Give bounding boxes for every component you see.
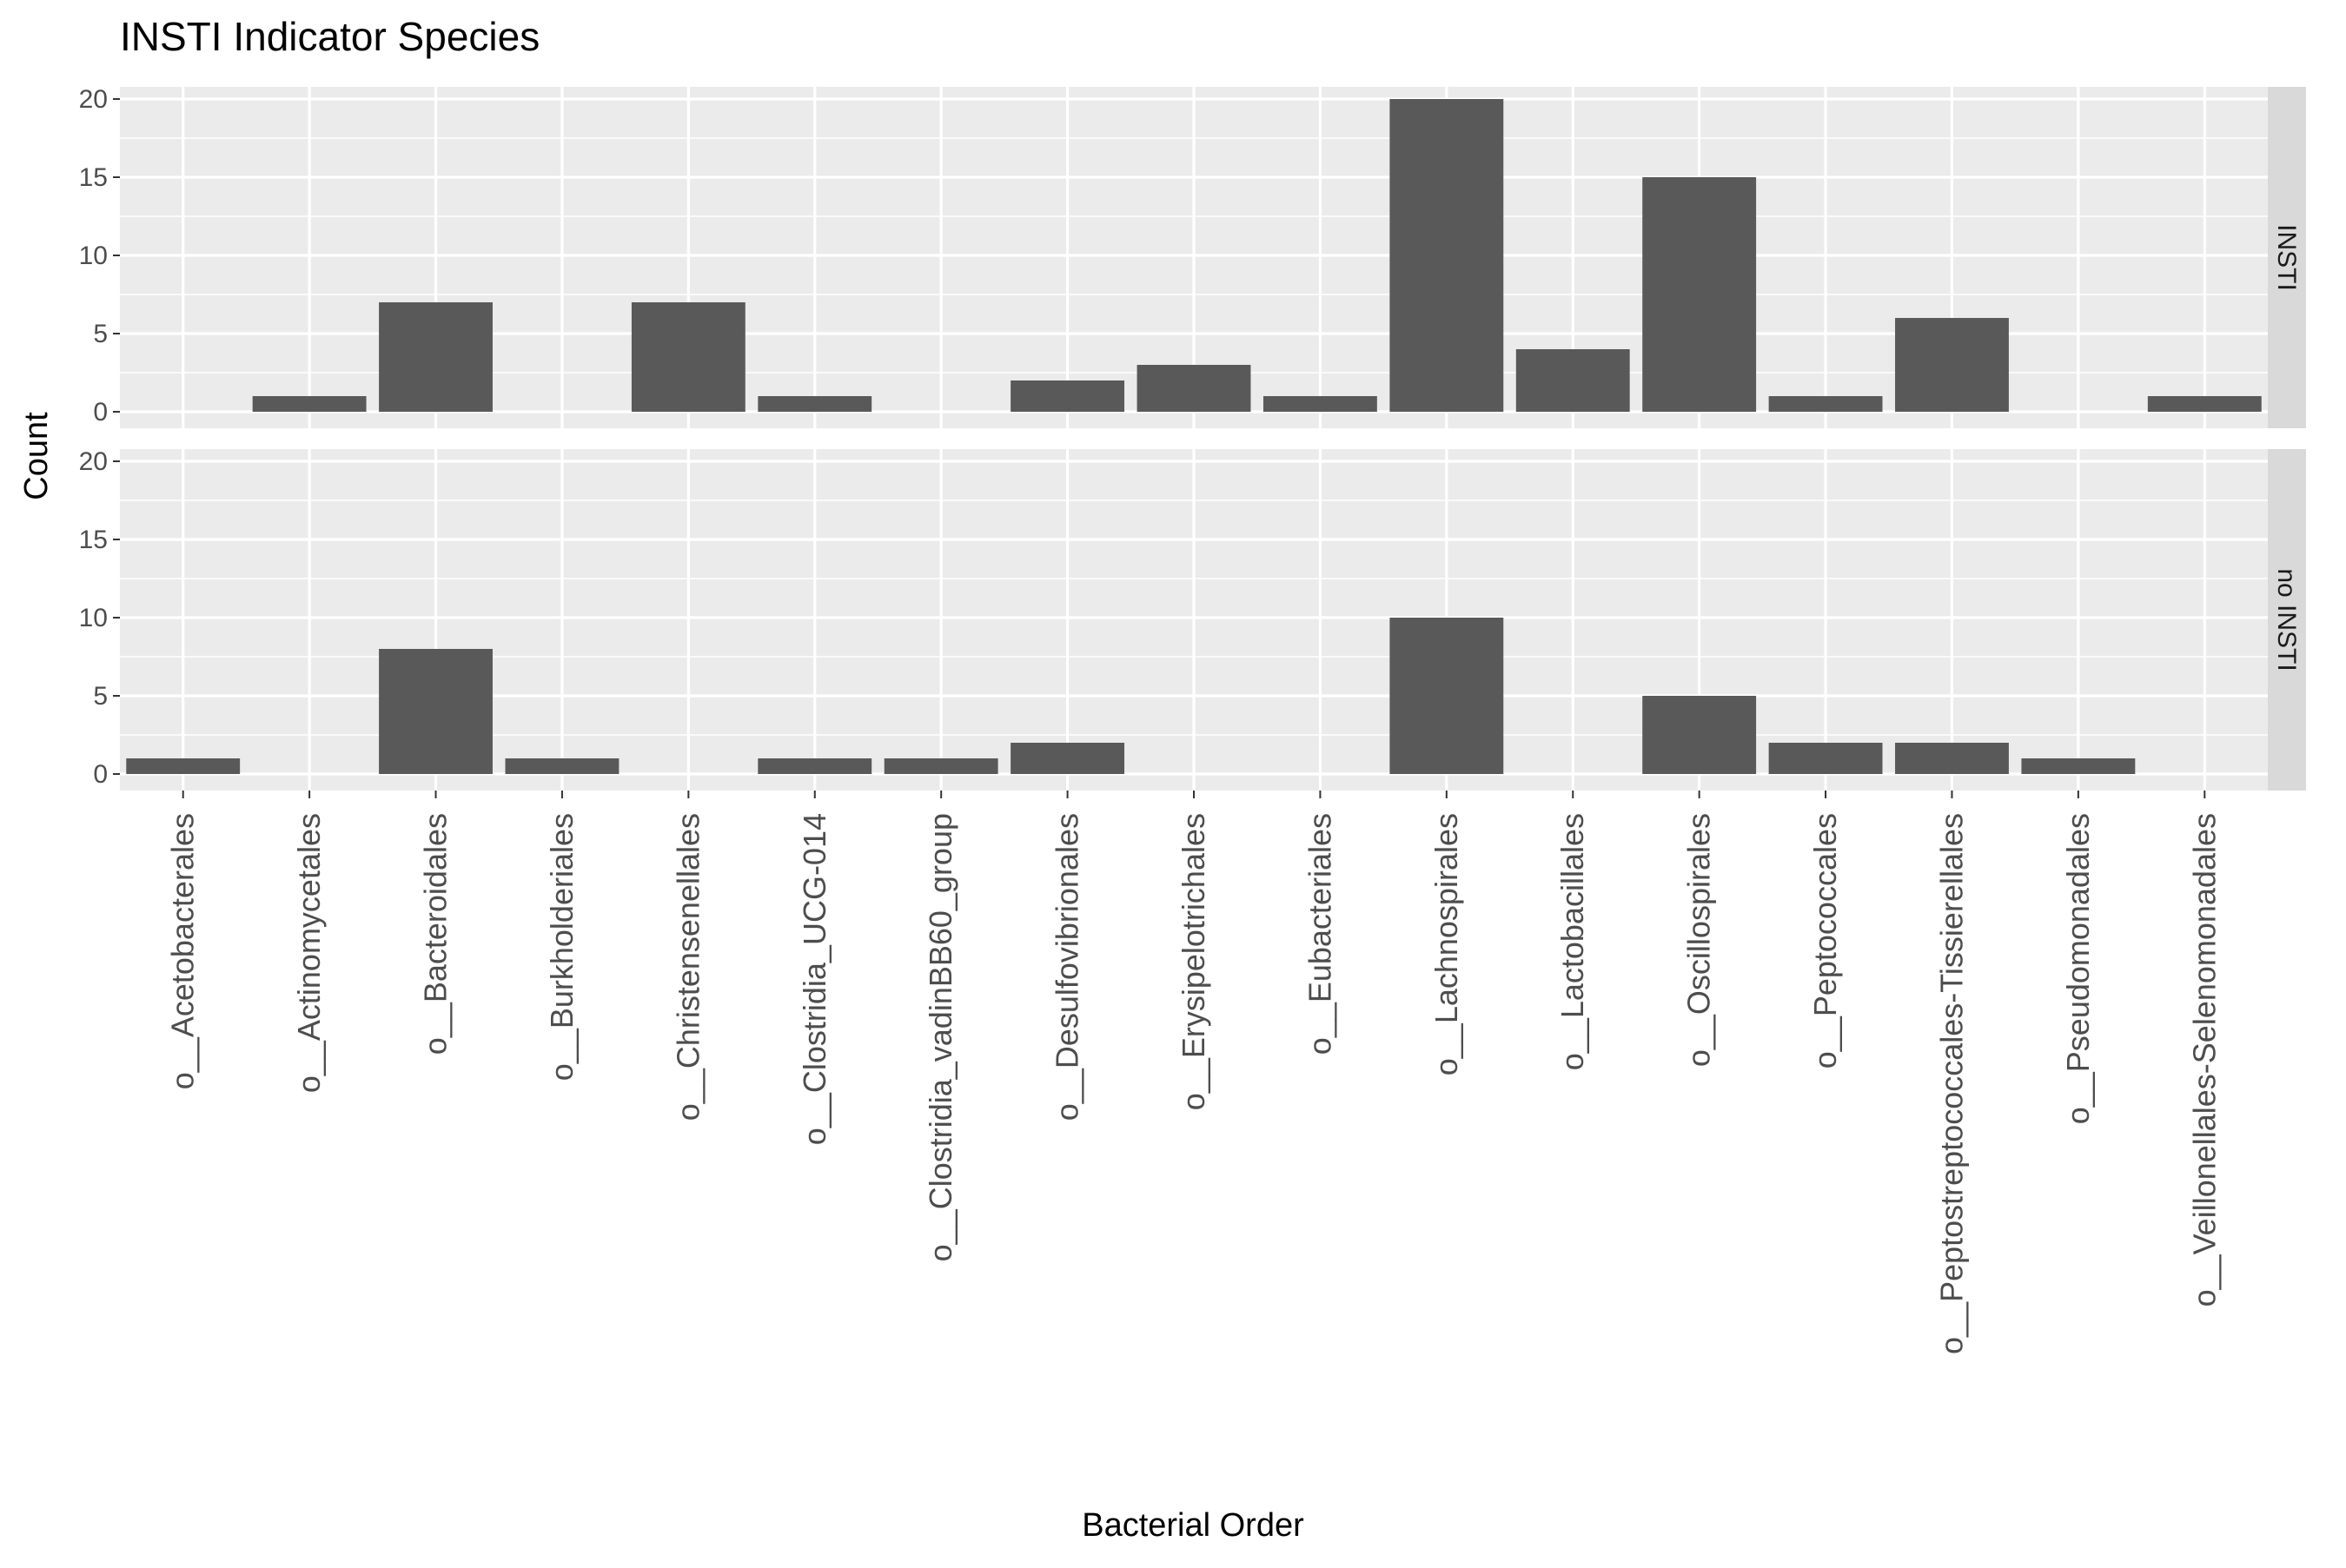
y-tick-label: 5 <box>93 320 108 348</box>
bar-veillonellales-selenomonadales <box>2147 396 2262 412</box>
bar-eubacteriales <box>1262 396 1377 412</box>
bar-desulfovibrionales <box>1011 743 1125 774</box>
bar-peptococcales <box>1768 743 1883 774</box>
x-tick-label: o__Actinomycetales <box>291 813 327 1093</box>
bar-oscillospirales <box>1642 177 1757 412</box>
x-tick-label: o__Peptococcales <box>1807 813 1843 1068</box>
x-tick-label: o__Erysipelotrichales <box>1176 813 1211 1110</box>
y-tick-label: 10 <box>79 241 108 270</box>
bar-burkholderiales <box>505 758 620 774</box>
x-tick-label: o__Peptostreptococcales-Tissierellales <box>1933 813 1969 1354</box>
bar-peptostreptococcales-tissierellales <box>1895 318 2009 412</box>
bar-clostridia_ucg-014 <box>758 396 872 412</box>
facet-strip <box>2268 449 2306 791</box>
x-tick-label: o__Burkholderiales <box>544 813 580 1081</box>
y-tick-label: 15 <box>79 526 108 554</box>
facet-strip <box>2268 87 2306 428</box>
x-tick-label: o__Bacteroidales <box>418 813 454 1055</box>
x-tick-label: o__Clostridia_UCG-014 <box>797 813 832 1145</box>
bar-actinomycetales <box>252 396 367 412</box>
bar-lactobacillales <box>1515 349 1630 412</box>
bar-lachnospirales <box>1389 618 1504 774</box>
x-tick-label: o__Eubacteriales <box>1302 813 1337 1055</box>
y-axis-title: Count <box>18 412 55 500</box>
bar-acetobacterales <box>126 758 241 774</box>
x-tick-label: o__Desulfovibrionales <box>1050 813 1085 1121</box>
y-tick-label: 20 <box>79 85 108 114</box>
bar-clostridia_ucg-014 <box>758 758 872 774</box>
bar-christensenellales <box>631 302 746 412</box>
bar-peptostreptococcales-tissierellales <box>1895 743 2009 774</box>
y-tick-label: 10 <box>79 604 108 632</box>
x-tick-label: o__Lactobacillales <box>1554 813 1590 1070</box>
y-tick-label: 5 <box>93 682 108 711</box>
y-tick-label: 20 <box>79 447 108 476</box>
facet-panel-1: 0 5 10 15 20 INSTI <box>79 85 2306 428</box>
y-tick-label: 15 <box>79 163 108 192</box>
x-tick-label: o__Oscillospirales <box>1681 813 1717 1067</box>
bar-oscillospirales <box>1642 696 1757 774</box>
chart-title: INSTI Indicator Species <box>120 14 540 59</box>
bar-peptococcales <box>1768 396 1883 412</box>
x-tick-label: o__Veillonellales-Selenomonadales <box>2186 813 2222 1307</box>
facet-strip-label: no INSTI <box>2272 568 2301 671</box>
bar-lachnospirales <box>1389 99 1504 412</box>
facet-strip-label: INSTI <box>2272 224 2301 291</box>
bar-bacteroidales <box>379 649 493 774</box>
bar-pseudomonadales <box>2021 758 2136 774</box>
x-tick-label: o__Acetobacterales <box>165 813 201 1089</box>
y-tick-label: 0 <box>93 398 108 427</box>
x-tick-label: o__Lachnospirales <box>1428 813 1464 1075</box>
bar-erysipelotrichales <box>1137 365 1251 412</box>
bar-bacteroidales <box>379 302 493 412</box>
x-axis-ticks: o__Acetobacterales o__Actinomycetales o__B… <box>165 791 2222 1354</box>
bar-desulfovibrionales <box>1011 380 1125 412</box>
y-tick-label: 0 <box>93 760 108 789</box>
facet-panels: 0 5 10 15 20 INSTI 0 5 10 15 20 no INSTI <box>79 85 2306 791</box>
x-axis-title: Bacterial Order <box>1082 1507 1304 1544</box>
x-tick-label: o__Clostridia_vadinBB60_group <box>923 813 958 1261</box>
facet-panel-2: 0 5 10 15 20 no INSTI <box>79 447 2306 791</box>
x-tick-label: o__Christensenellales <box>670 813 706 1121</box>
x-tick-label: o__Pseudomonadales <box>2060 813 2096 1124</box>
bar-clostridia_vadinbb60_group <box>884 758 998 774</box>
